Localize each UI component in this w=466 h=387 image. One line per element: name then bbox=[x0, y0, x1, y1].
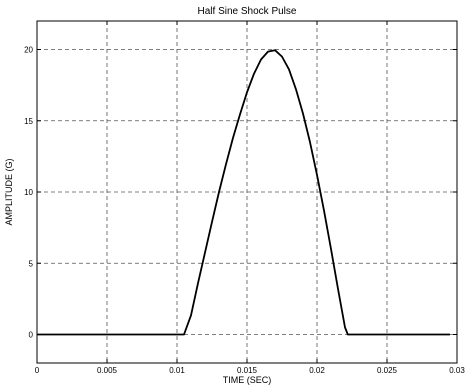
tick-layer: 0 0.005 0.01 0.015 0.02 0.025 0.03 0 5 10 15 20 bbox=[24, 21, 465, 375]
x-tick-label: 0.005 bbox=[97, 366, 118, 375]
chart-title: Half Sine Shock Pulse bbox=[198, 6, 297, 17]
grid-layer bbox=[37, 21, 458, 363]
y-axis-label: AMPLITUDE (G) bbox=[4, 158, 14, 225]
x-tick-label: 0.03 bbox=[449, 366, 465, 375]
y-tick-label: 20 bbox=[24, 46, 33, 55]
y-tick-label: 5 bbox=[29, 259, 34, 268]
x-tick-label: 0.02 bbox=[309, 366, 325, 375]
x-tick-label: 0.01 bbox=[169, 366, 185, 375]
x-tick-label: 0.025 bbox=[377, 366, 398, 375]
x-tick-label: 0 bbox=[35, 366, 40, 375]
x-axis-label: TIME (SEC) bbox=[223, 375, 272, 385]
y-tick-label: 15 bbox=[24, 117, 33, 126]
x-tick-label: 0.015 bbox=[237, 366, 258, 375]
y-tick-label: 0 bbox=[29, 331, 34, 340]
series-line bbox=[37, 49, 450, 336]
y-tick-label: 10 bbox=[24, 188, 33, 197]
data-layer bbox=[37, 49, 450, 336]
